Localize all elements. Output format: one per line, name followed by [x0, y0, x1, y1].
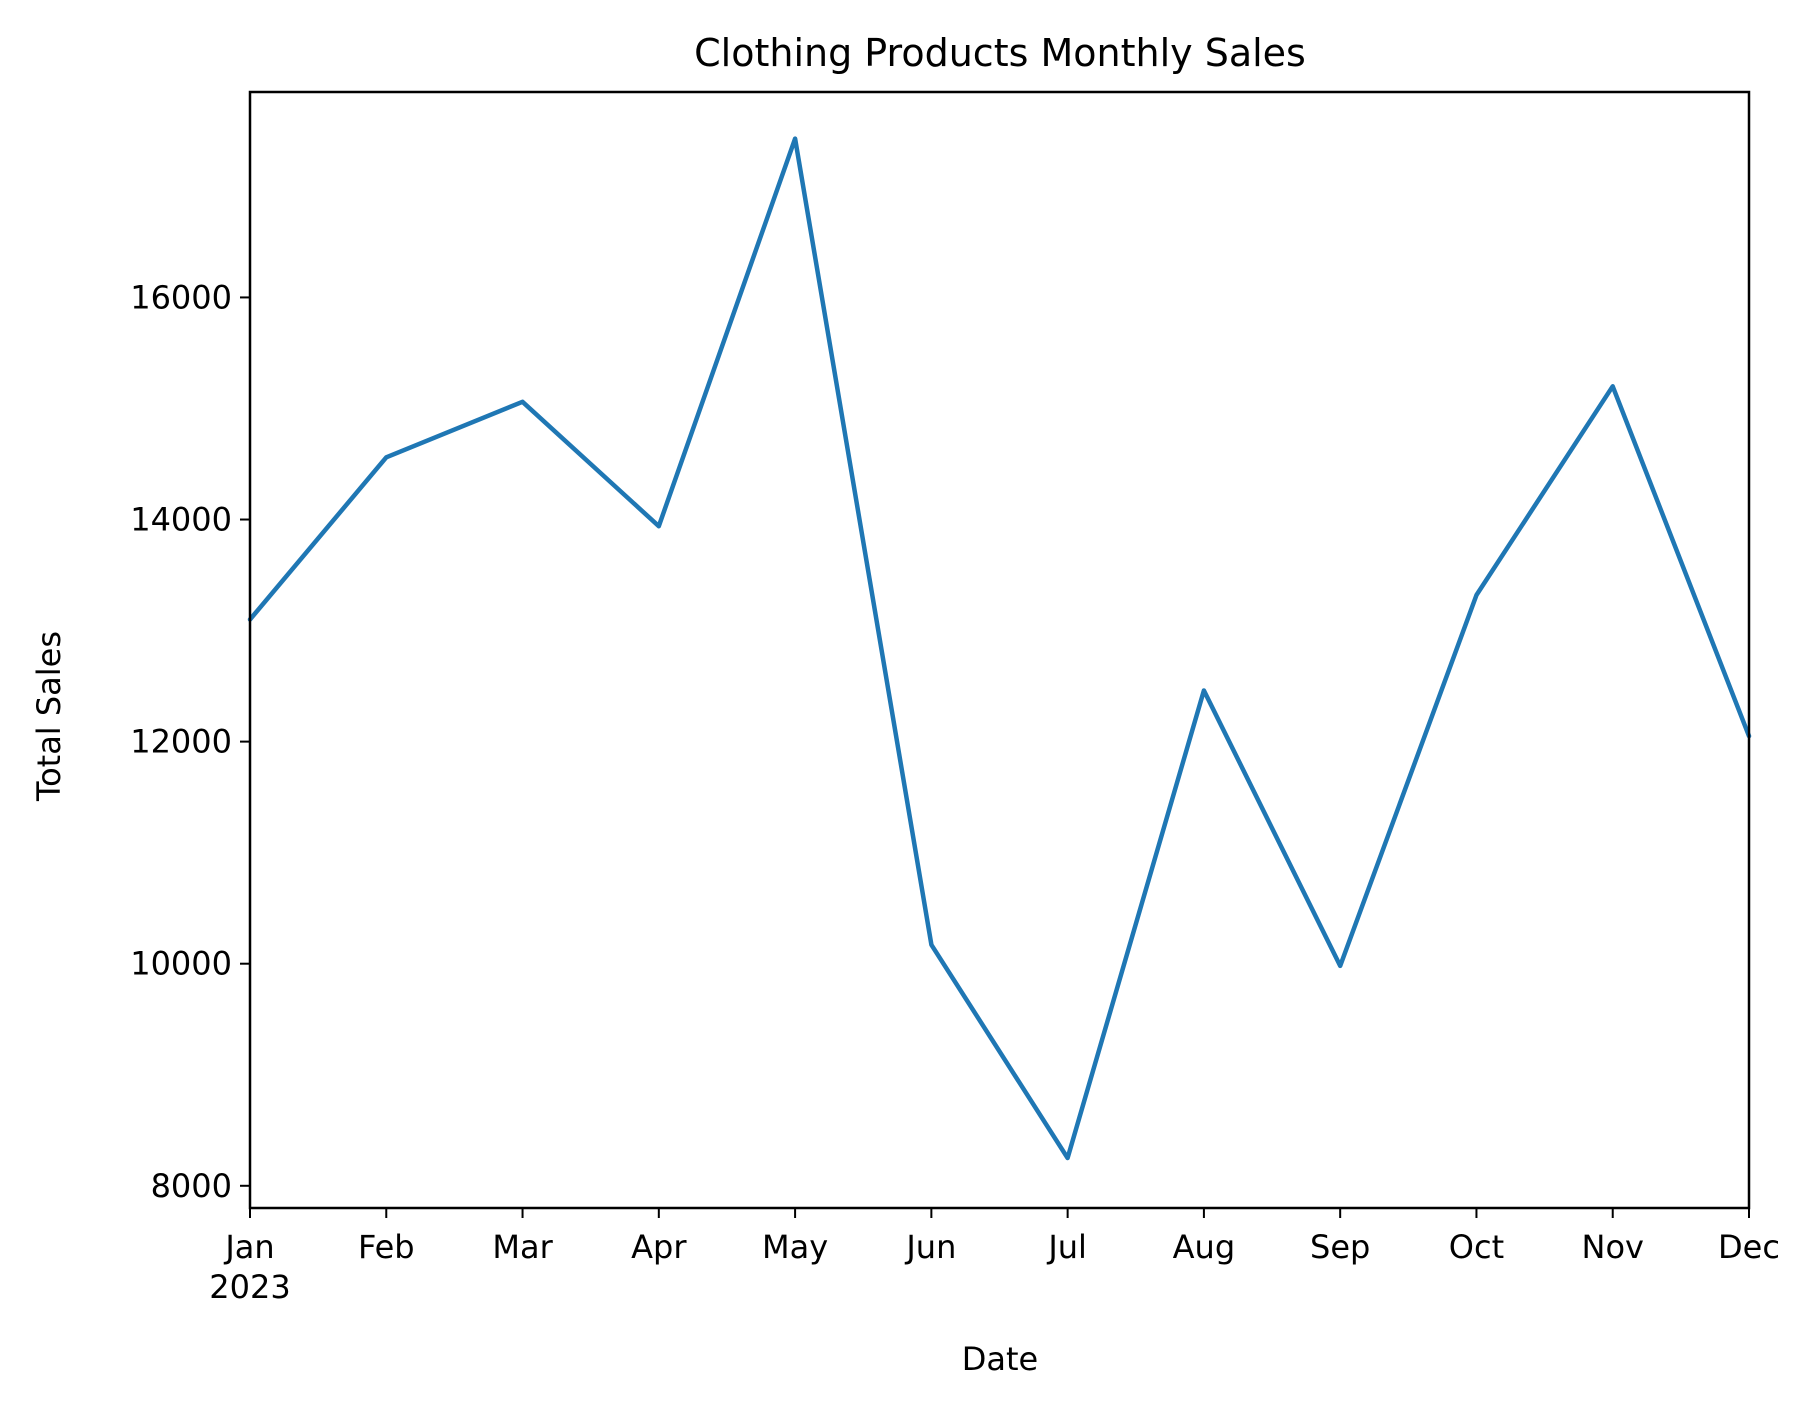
plot-frame — [248, 90, 1751, 1210]
x-year-label: 2023 — [209, 1268, 290, 1306]
series-line-0 — [247, 136, 1752, 1161]
y-tick-label: 14000 — [130, 501, 232, 539]
x-tick-label: Apr — [631, 1228, 687, 1266]
x-tick-label: May — [762, 1228, 828, 1266]
y-tick-label: 12000 — [130, 723, 232, 761]
x-tick-label: Sep — [1310, 1228, 1370, 1266]
chart-title: Clothing Products Monthly Sales — [694, 31, 1306, 75]
y-tick-label: 8000 — [151, 1167, 232, 1205]
y-tick-label: 16000 — [130, 278, 232, 316]
x-tick-label: Oct — [1449, 1228, 1504, 1266]
y-tick-label: 10000 — [130, 945, 232, 983]
x-tick-label: Jan — [223, 1228, 274, 1266]
x-axis-ticks: Jan Feb Mar Apr May Jun Jul Aug Sep Oct Nov Dec 2023 — [209, 1208, 1780, 1306]
y-axis-label: Total Sales — [30, 631, 68, 802]
x-tick-label: Feb — [358, 1228, 415, 1266]
x-tick-label: Nov — [1582, 1228, 1644, 1266]
x-axis-label: Date — [962, 1340, 1038, 1378]
x-tick-label: Dec — [1718, 1228, 1780, 1266]
x-tick-label: Jul — [1046, 1228, 1087, 1266]
x-tick-label: Mar — [492, 1228, 553, 1266]
series-group — [247, 136, 1752, 1161]
y-axis-ticks: 8000 10000 12000 14000 16000 — [130, 278, 250, 1205]
x-tick-label: Aug — [1173, 1228, 1235, 1266]
x-tick-label: Jun — [904, 1228, 956, 1266]
